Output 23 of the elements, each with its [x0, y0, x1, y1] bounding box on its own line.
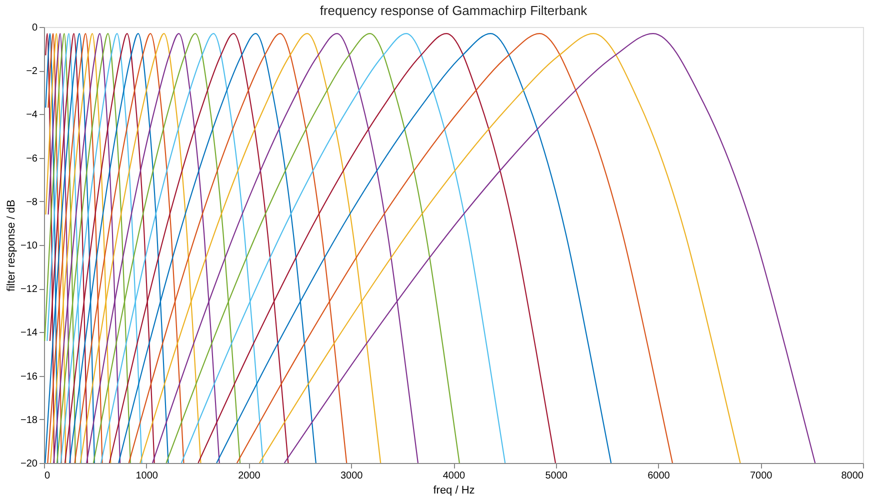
x-tick-label: 5000	[545, 470, 568, 482]
x-tick-label: 4000	[442, 470, 466, 482]
y-tick-label: −10	[20, 240, 38, 252]
y-axis-title: filter response / dB	[6, 200, 18, 292]
y-tick-label: −14	[20, 328, 38, 339]
x-tick-label: 1000	[136, 470, 158, 482]
y-tick-label: 0	[32, 22, 38, 34]
x-axis-title: freq / Hz	[433, 484, 475, 496]
y-tick-label: −12	[20, 284, 38, 296]
x-tick-label: 2000	[238, 470, 261, 482]
x-tick-label: 7000	[750, 470, 773, 482]
y-tick-label: −2	[26, 66, 38, 78]
x-tick-label: 3000	[340, 470, 364, 482]
y-tick-label: −16	[20, 371, 38, 382]
x-tick-label: 0	[44, 470, 50, 482]
x-tick-label: 8000	[841, 470, 864, 482]
y-tick-label: −4	[26, 110, 38, 121]
y-tick-label: −8	[26, 196, 38, 208]
y-tick-label: −20	[20, 458, 38, 470]
chart-title: frequency response of Gammachirp Filterbank	[320, 3, 588, 18]
x-tick-label: 6000	[648, 470, 670, 482]
y-tick-label: −18	[20, 414, 38, 426]
y-tick-label: −6	[26, 153, 38, 164]
